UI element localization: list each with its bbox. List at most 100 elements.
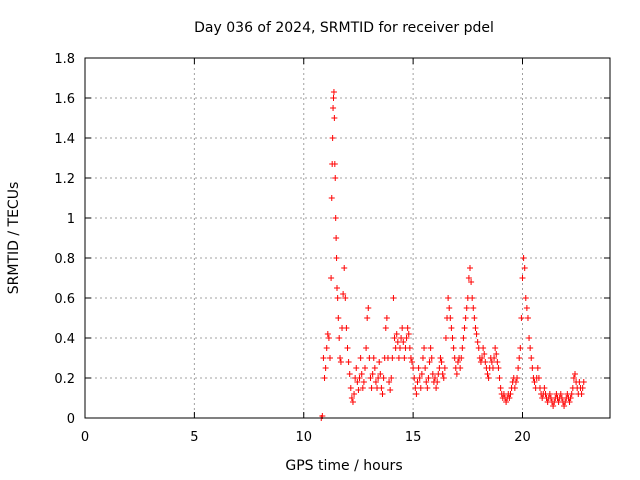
data-point <box>484 371 491 377</box>
data-point <box>335 315 342 321</box>
y-tick-label: 1 <box>67 212 75 227</box>
data-point <box>424 385 431 391</box>
data-point <box>468 279 475 285</box>
data-point <box>503 399 510 405</box>
data-point <box>518 315 525 321</box>
x-tick-label: 5 <box>190 430 198 445</box>
data-point <box>400 339 407 345</box>
data-point <box>375 375 382 381</box>
data-point <box>557 391 564 397</box>
data-point <box>568 391 575 397</box>
data-point <box>493 351 500 357</box>
data-point <box>520 255 527 261</box>
data-point <box>401 355 408 361</box>
data-point <box>462 315 469 321</box>
data-point <box>383 315 390 321</box>
data-point <box>436 365 443 371</box>
data-point <box>411 375 418 381</box>
data-point <box>414 379 421 385</box>
data-point <box>474 339 481 345</box>
data-point <box>416 375 423 381</box>
tick-marks <box>84 57 610 419</box>
data-point <box>488 359 495 365</box>
data-point <box>422 365 429 371</box>
data-point <box>331 115 338 121</box>
data-point <box>579 385 586 391</box>
data-point <box>388 375 395 381</box>
data-point <box>523 305 530 311</box>
data-point <box>572 371 578 377</box>
data-point <box>364 315 371 321</box>
data-point <box>439 371 446 377</box>
data-point <box>389 355 396 361</box>
data-point <box>336 335 343 341</box>
y-axis-title: SRMTID / TECUs <box>6 182 22 295</box>
data-point <box>470 305 477 311</box>
data-point <box>369 371 376 377</box>
data-point <box>495 365 502 371</box>
data-point <box>535 375 542 381</box>
data-point <box>531 379 538 385</box>
x-axis-title: GPS time / hours <box>285 458 402 474</box>
data-point <box>517 345 524 351</box>
data-point <box>561 403 568 409</box>
data-point <box>367 375 374 381</box>
data-point <box>515 365 522 371</box>
data-point <box>332 175 339 181</box>
data-point <box>522 295 529 301</box>
data-point <box>334 285 340 291</box>
data-point <box>473 331 480 337</box>
data-point <box>445 295 452 301</box>
data-point <box>447 315 454 321</box>
data-point <box>325 335 332 341</box>
data-point <box>580 379 587 385</box>
data-point <box>351 391 358 397</box>
data-point <box>360 379 367 385</box>
data-point <box>330 89 337 95</box>
data-point <box>398 335 405 341</box>
data-point <box>514 375 521 381</box>
data-point <box>334 295 341 301</box>
data-point <box>413 391 420 397</box>
data-point <box>372 379 379 385</box>
data-point <box>348 395 355 401</box>
data-point <box>354 379 361 385</box>
data-point <box>472 325 479 331</box>
data-point <box>463 305 470 311</box>
data-point <box>378 385 385 391</box>
data-point <box>328 275 335 281</box>
data-point <box>460 335 467 341</box>
data-point <box>357 355 364 361</box>
data-point <box>320 355 327 361</box>
data-point <box>446 305 453 311</box>
data-point <box>399 325 406 331</box>
data-point <box>368 385 375 391</box>
data-point <box>469 295 476 301</box>
y-tick-label: 0.8 <box>54 252 75 267</box>
data-point <box>459 345 466 351</box>
data-point <box>465 275 472 281</box>
data-point <box>341 265 348 271</box>
chart-title: Day 036 of 2024, SRMTID for receiver pde… <box>194 20 494 36</box>
data-point <box>337 359 344 365</box>
data-point <box>440 375 447 381</box>
data-point <box>362 365 368 371</box>
data-point <box>321 375 328 381</box>
data-point <box>344 345 351 351</box>
data-point <box>406 345 413 351</box>
data-point <box>471 315 478 321</box>
data-point <box>479 355 486 361</box>
data-point <box>405 331 412 337</box>
x-tick-labels: 0 5 10 15 20 <box>81 430 531 445</box>
data-point <box>506 395 513 401</box>
y-tick-label: 0.4 <box>54 332 75 347</box>
data-point <box>393 331 400 337</box>
data-point <box>395 355 402 361</box>
x-tick-label: 20 <box>514 430 531 445</box>
data-point <box>342 295 349 301</box>
data-point <box>481 351 488 357</box>
data-point <box>423 379 430 385</box>
data-point <box>432 375 438 381</box>
data-point <box>371 365 378 371</box>
